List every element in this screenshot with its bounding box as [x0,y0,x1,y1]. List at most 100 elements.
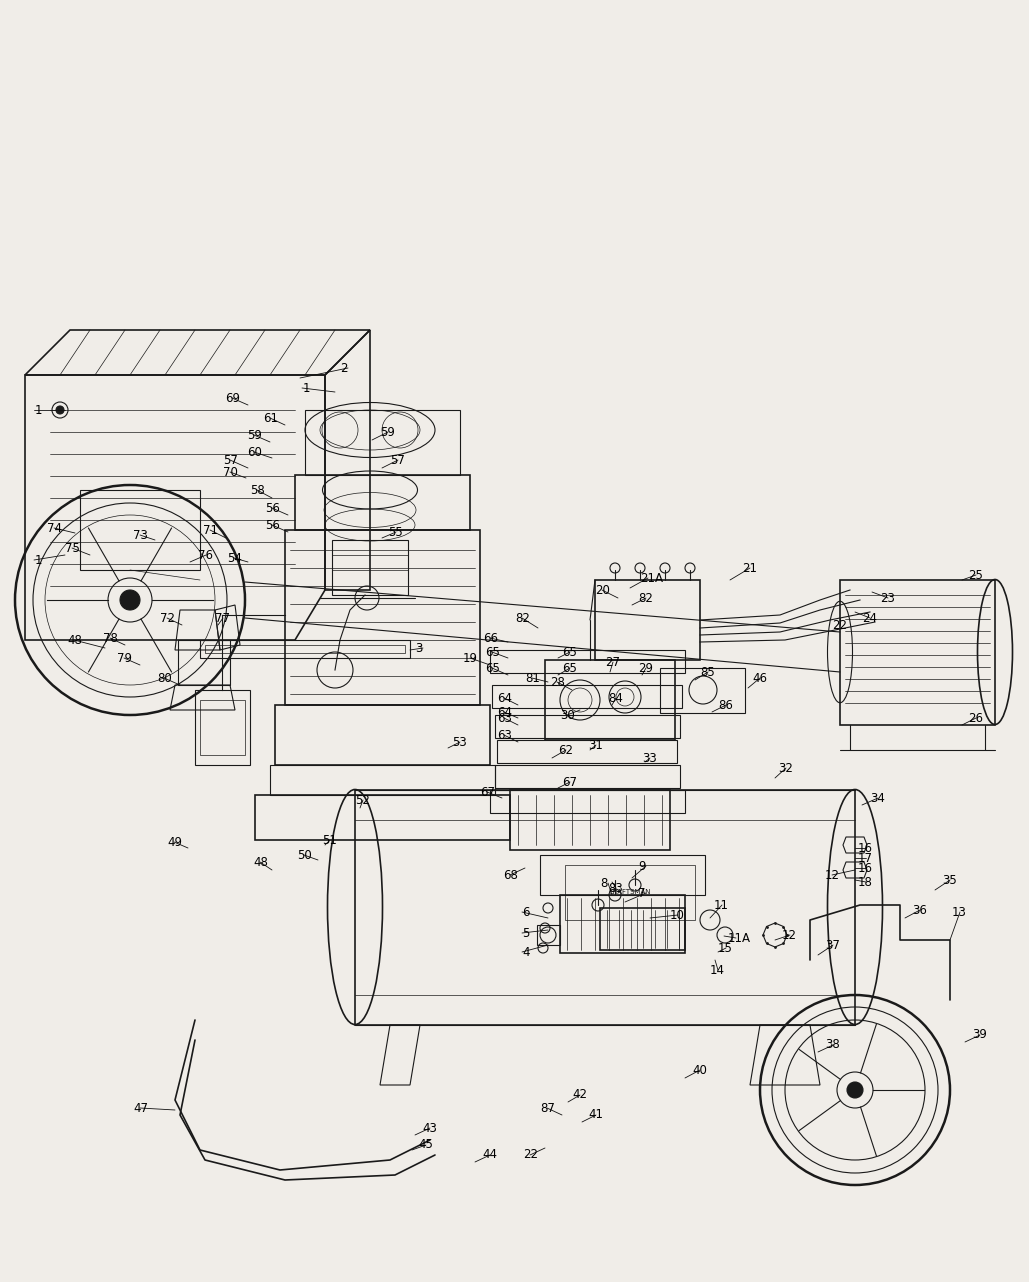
Bar [510,790,670,850]
Text: 67: 67 [562,776,577,788]
Text: 86: 86 [718,699,733,712]
Text: 87: 87 [540,1101,555,1114]
Bar [80,490,200,570]
Bar [565,865,695,920]
Bar [178,640,230,685]
Text: 63: 63 [497,728,512,741]
Bar [497,740,677,763]
Bar [495,715,680,738]
Text: 50: 50 [297,849,312,862]
Text: 17: 17 [858,851,873,864]
Bar [560,895,685,953]
Text: 71: 71 [203,523,218,536]
Text: 77: 77 [215,612,230,624]
Text: 11A: 11A [728,932,751,945]
Text: 62: 62 [558,744,573,756]
Text: 65: 65 [562,662,577,674]
Text: 36: 36 [912,904,927,917]
Text: 73: 73 [133,528,148,541]
Text: 48: 48 [67,633,82,646]
Text: 6: 6 [523,905,530,918]
Circle shape [120,590,140,610]
Bar [285,529,480,705]
Bar [840,579,995,726]
Text: 81: 81 [525,672,540,685]
Text: 25: 25 [968,568,983,582]
Bar [595,579,700,660]
Text: 39: 39 [972,1028,987,1041]
Text: 82: 82 [638,591,652,605]
Text: 4: 4 [523,946,530,959]
Text: 11: 11 [714,899,729,912]
Text: 29: 29 [638,662,653,674]
Text: 15: 15 [718,941,733,955]
Text: 58: 58 [250,483,265,496]
Text: CRAFTSMAN: CRAFTSMAN [609,888,651,895]
Text: 83: 83 [608,882,623,895]
Text: 18: 18 [858,876,873,888]
Bar [255,795,510,840]
Text: 2: 2 [340,362,348,374]
Text: 54: 54 [227,551,242,564]
Text: 1: 1 [303,382,310,395]
Text: 45: 45 [418,1138,433,1151]
Text: 30: 30 [560,709,575,722]
Text: 64: 64 [497,691,512,705]
Text: 70: 70 [223,465,238,478]
Text: 80: 80 [157,672,172,685]
Text: 8: 8 [600,877,607,890]
Bar [355,790,855,1026]
Text: 69: 69 [225,391,240,405]
Text: 65: 65 [485,646,500,659]
Text: 12: 12 [782,928,797,941]
Bar [275,705,490,765]
Text: 19: 19 [463,651,478,664]
Bar [490,790,685,813]
Text: 3: 3 [415,641,422,655]
Text: 28: 28 [551,676,565,688]
Bar [600,908,685,950]
Text: 67: 67 [480,786,495,799]
Text: 1: 1 [35,404,42,417]
Text: 16: 16 [858,841,873,855]
Text: 55: 55 [388,526,402,538]
Text: 14: 14 [710,964,725,977]
Text: 57: 57 [390,454,404,467]
Bar [295,476,470,529]
Text: 40: 40 [691,1064,707,1077]
Text: 46: 46 [752,672,767,685]
Text: 78: 78 [103,632,118,645]
Text: 26: 26 [968,712,983,724]
Bar [492,685,682,708]
Text: 41: 41 [588,1109,603,1122]
Text: 10: 10 [670,909,685,922]
Text: 63: 63 [497,712,512,724]
Text: 85: 85 [700,665,715,678]
Text: 22: 22 [523,1149,538,1161]
Text: 59: 59 [247,428,262,441]
Text: 61: 61 [263,412,278,424]
Text: 35: 35 [942,873,957,886]
Text: 56: 56 [265,518,280,532]
Text: 37: 37 [825,938,840,951]
Bar [660,668,745,713]
Text: 9: 9 [638,859,645,873]
Bar [490,650,685,673]
Bar [545,660,675,740]
Text: 31: 31 [588,738,603,751]
Bar [200,640,410,658]
Text: 34: 34 [870,791,885,805]
Text: 75: 75 [65,541,80,555]
Bar [305,410,460,476]
Bar [332,540,409,595]
Text: 33: 33 [642,751,657,764]
Text: 7: 7 [638,886,645,900]
Text: 27: 27 [605,655,620,668]
Text: 76: 76 [198,549,213,562]
Bar [196,690,250,765]
Text: 21: 21 [742,562,757,574]
Bar [200,700,245,755]
Text: 13: 13 [952,905,967,918]
Text: 38: 38 [825,1038,840,1051]
Text: 49: 49 [167,836,182,849]
